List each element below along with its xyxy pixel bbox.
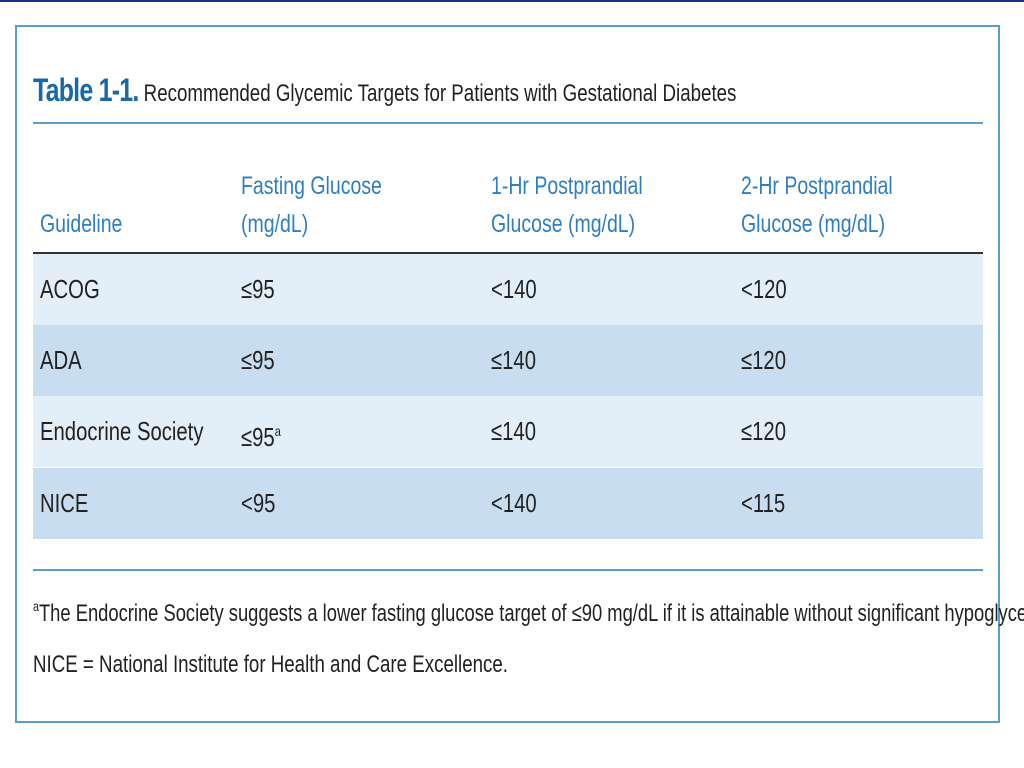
cell-text: NICE bbox=[40, 487, 89, 518]
cell-text: <120 bbox=[741, 274, 787, 304]
table-row: Endocrine Society ≤95a ≤140 ≤120 bbox=[33, 396, 983, 468]
footnote-marker: a bbox=[274, 423, 281, 440]
header-cell: Fasting Glucose (mg/dL) bbox=[241, 172, 382, 238]
cell-text: ≤95 bbox=[241, 345, 275, 376]
title-caption: Recommended Glycemic Targets for Patient… bbox=[143, 80, 737, 107]
cell-value: ≤95 bbox=[241, 422, 275, 453]
table-cell: <140 bbox=[491, 254, 550, 325]
cell-text: ADA bbox=[40, 345, 82, 376]
header-cell: 1-Hr Postprandial Glucose (mg/dL) bbox=[491, 172, 643, 238]
cell-text: <140 bbox=[491, 487, 537, 518]
header-cell: 2-Hr Postprandial Glucose (mg/dL) bbox=[741, 172, 893, 238]
cell-text: <140 bbox=[491, 274, 537, 304]
cell-text: <95 bbox=[241, 487, 276, 518]
table-row: NICE <95 <140 <115 bbox=[33, 467, 983, 539]
cell-text: ACOG bbox=[40, 274, 100, 304]
table-cell: ≤140 bbox=[491, 396, 549, 467]
table-cell: <140 bbox=[491, 468, 550, 539]
table-title: Table 1-1. Recommended Glycemic Targets … bbox=[33, 72, 935, 109]
header-cell: Guideline bbox=[40, 210, 123, 238]
table-row: ADA ≤95 ≤140 ≤120 bbox=[33, 325, 983, 397]
footnote-marker: a bbox=[33, 598, 39, 614]
rule bbox=[33, 569, 983, 571]
table-cell: ≤120 bbox=[741, 325, 799, 396]
cell-text: Endocrine Society bbox=[40, 416, 204, 447]
cell-text: ≤95a bbox=[241, 396, 281, 473]
table-cell: <120 bbox=[741, 254, 800, 325]
table-cell: ≤95 bbox=[241, 254, 284, 325]
cell-text: ≤140 bbox=[491, 416, 536, 447]
table-row: ACOG ≤95 <140 <120 bbox=[33, 254, 983, 325]
table-cell: ACOG bbox=[40, 254, 117, 325]
rule bbox=[33, 252, 983, 254]
title-text: Table 1-1. Recommended Glycemic Targets … bbox=[33, 72, 736, 109]
cell-text: <115 bbox=[741, 487, 786, 518]
table-cell: ≤95 bbox=[241, 325, 284, 396]
table-cell: ≤120 bbox=[741, 396, 799, 467]
rule bbox=[33, 122, 983, 124]
footnote: aThe Endocrine Society suggests a lower … bbox=[33, 598, 1024, 628]
cell-text: ≤120 bbox=[741, 345, 786, 376]
top-bar bbox=[0, 0, 1024, 2]
table-frame bbox=[15, 25, 1000, 723]
table-cell: Endocrine Society bbox=[40, 396, 250, 467]
table-cell: <95 bbox=[241, 468, 285, 539]
cell-text: ≤120 bbox=[741, 416, 786, 447]
table-cell: ≤140 bbox=[491, 325, 549, 396]
cell-text: ≤95 bbox=[241, 274, 275, 304]
table-cell: <115 bbox=[741, 468, 798, 539]
title-label: Table 1-1. bbox=[33, 72, 139, 108]
table-cell: NICE bbox=[40, 468, 102, 539]
abbreviation-text: NICE = National Institute for Health and… bbox=[33, 651, 509, 678]
abbreviation: NICE = National Institute for Health and… bbox=[33, 651, 642, 679]
header-row: Guideline Fasting Glucose (mg/dL) 1-Hr P… bbox=[33, 124, 983, 243]
table-cell: ADA bbox=[40, 325, 93, 396]
footnote-text: aThe Endocrine Society suggests a lower … bbox=[33, 598, 1024, 628]
footnote-body: The Endocrine Society suggests a lower f… bbox=[38, 600, 1024, 627]
table-cell: ≤95a bbox=[241, 396, 292, 467]
cell-text: ≤140 bbox=[491, 345, 536, 376]
